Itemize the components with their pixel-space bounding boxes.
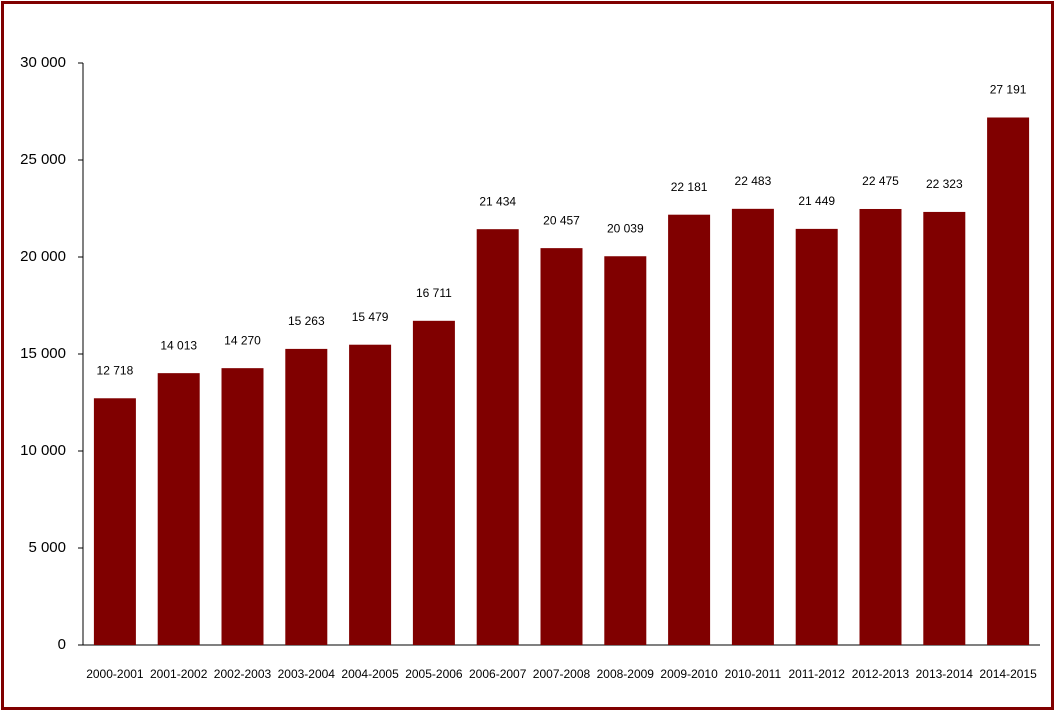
value-label: 16 711 <box>416 286 452 300</box>
bar <box>923 211 966 645</box>
x-tick-label: 2012-2013 <box>852 667 910 681</box>
x-tick-label: 2010-2011 <box>725 667 782 681</box>
value-label: 14 270 <box>224 333 261 347</box>
value-label: 15 479 <box>352 310 389 324</box>
y-tick-label: 20 000 <box>20 248 66 265</box>
value-label: 15 263 <box>288 314 325 328</box>
y-tick-label: 5 000 <box>28 539 66 556</box>
y-tick-label: 25 000 <box>20 151 66 168</box>
x-tick-label: 2003-2004 <box>278 667 336 681</box>
x-tick-label: 2013-2014 <box>916 667 974 681</box>
value-label: 21 434 <box>479 194 516 208</box>
y-tick-label: 0 <box>58 636 66 653</box>
x-tick-label: 2000-2001 <box>86 667 144 681</box>
bar <box>476 229 519 645</box>
value-label: 27 191 <box>990 83 1027 97</box>
x-tick-label: 2006-2007 <box>469 667 527 681</box>
x-tick-label: 2011-2012 <box>788 667 845 681</box>
bar <box>349 344 392 645</box>
x-tick-label: 2004-2005 <box>341 667 399 681</box>
value-label: 22 181 <box>671 180 708 194</box>
bar <box>987 117 1030 645</box>
value-label: 21 449 <box>798 194 835 208</box>
bar <box>859 208 902 646</box>
y-tick-label: 10 000 <box>20 442 66 459</box>
bar <box>93 398 136 645</box>
x-tick-label: 2009-2010 <box>660 667 718 681</box>
bar <box>157 373 200 645</box>
value-label: 20 039 <box>607 221 644 235</box>
bar <box>795 228 838 645</box>
y-tick-label: 15 000 <box>20 345 66 362</box>
bar <box>412 320 455 645</box>
bar <box>540 248 583 645</box>
x-tick-label: 2001-2002 <box>150 667 208 681</box>
bar <box>604 256 647 645</box>
bar <box>221 368 264 645</box>
value-label: 22 483 <box>735 174 772 188</box>
bar <box>285 348 328 645</box>
x-tick-label: 2007-2008 <box>533 667 591 681</box>
value-label: 22 475 <box>862 174 899 188</box>
bar <box>731 208 774 645</box>
y-tick-label: 30 000 <box>20 54 66 71</box>
bar <box>668 214 711 645</box>
value-label: 12 718 <box>97 363 134 377</box>
value-label: 14 013 <box>160 338 197 352</box>
x-tick-label: 2008-2009 <box>597 667 655 681</box>
value-label: 20 457 <box>543 213 580 227</box>
x-tick-label: 2014-2015 <box>979 667 1037 681</box>
x-tick-label: 2005-2006 <box>405 667 463 681</box>
x-tick-label: 2002-2003 <box>214 667 272 681</box>
value-label: 22 323 <box>926 177 963 191</box>
